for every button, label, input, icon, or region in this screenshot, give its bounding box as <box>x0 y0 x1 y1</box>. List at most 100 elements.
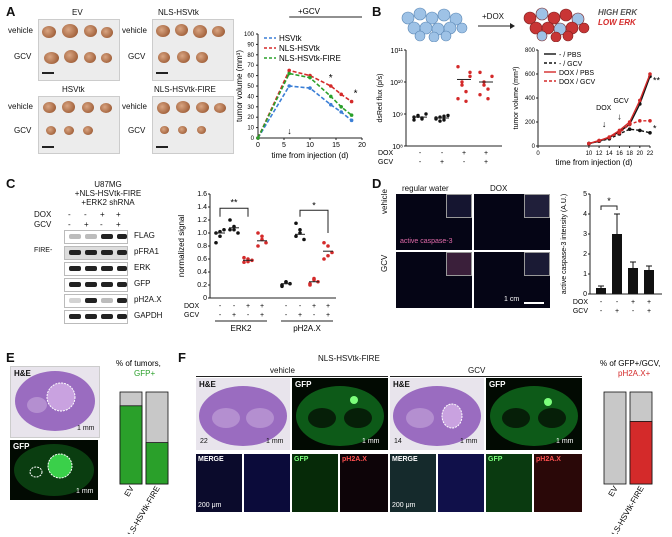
merge-micrograph: MERGE 200 μm <box>390 454 436 512</box>
data-point <box>329 84 333 88</box>
y-axis-label: tumor volume (mm³) <box>513 66 520 129</box>
blot-label: GFP <box>134 279 151 288</box>
gcv-marker: GCV <box>613 98 629 105</box>
y-tick-label: 40 <box>247 94 254 100</box>
data-point <box>468 70 472 75</box>
y-tick-label: 0 <box>583 291 587 298</box>
blot-label: pFRA1 <box>134 247 159 256</box>
gcv-sign: + <box>615 308 619 315</box>
ph2ax-label: pH2A.X <box>536 456 561 463</box>
gcv-sign: - <box>219 312 222 319</box>
data-point <box>460 83 464 87</box>
sign: + <box>84 220 89 229</box>
chart-d-bars: 0 1 2 3 4 5 active caspase-3 intensity (A.U.) -… <box>561 191 662 315</box>
sign: - <box>100 220 103 229</box>
data-point <box>587 141 591 146</box>
blot-label: GAPDH <box>134 311 163 320</box>
y-tick-label: 0.2 <box>197 282 207 289</box>
bar <box>145 442 169 485</box>
data-point <box>442 118 446 122</box>
scale-label: 1 mm <box>362 438 380 445</box>
y-tick-label: 0.6 <box>197 256 207 263</box>
y-tick-label: 0.8 <box>197 243 207 250</box>
gcv-sign: - <box>419 159 422 166</box>
data-point <box>627 127 632 131</box>
legend-entry: NLS-HSVtk <box>279 44 321 53</box>
he-section: H&E 1 mm <box>10 366 100 438</box>
y-tick-label: 20 <box>247 115 254 121</box>
data-point <box>486 87 490 91</box>
chart-title: % of GFP+/GCV, <box>600 359 660 368</box>
erk-cell-cluster-icon <box>523 7 590 42</box>
data-point <box>490 74 494 79</box>
arrow-icon: ↓ <box>617 112 622 122</box>
y-tick-label: 400 <box>525 96 536 102</box>
data-point <box>464 89 468 94</box>
gfp-section: GFP 1 mm <box>292 378 388 450</box>
data-point <box>648 131 652 135</box>
section-number: 22 <box>200 438 208 445</box>
panel-f-label: F <box>178 350 186 365</box>
bar-remainder <box>603 391 627 485</box>
scale-label: 1 mm <box>77 425 95 432</box>
x-tick-label: 14 <box>606 151 613 157</box>
data-point <box>648 72 652 76</box>
panel-f-title: NLS-HSVtk-FIRE <box>318 354 380 363</box>
data-point <box>464 99 468 103</box>
y-tick-label: 800 <box>525 48 536 54</box>
data-point <box>308 86 312 90</box>
x-tick-label: 18 <box>626 151 633 157</box>
stain-label: active caspase-3 <box>400 238 453 245</box>
data-point <box>242 255 246 260</box>
y-tick-label: 0.4 <box>197 269 207 276</box>
data-point <box>424 112 428 116</box>
micrograph <box>396 252 472 308</box>
dox-row-label: DOX <box>34 210 52 219</box>
sign: - <box>68 220 71 229</box>
merge-label: MERGE <box>198 456 224 463</box>
data-point <box>326 244 330 248</box>
dox-sign: - <box>299 303 302 310</box>
gfp-micrograph: GFP <box>292 454 338 512</box>
data-point <box>308 281 312 286</box>
data-point <box>648 119 652 123</box>
data-point <box>280 284 284 289</box>
y-tick-label: 10⁹ <box>392 112 403 119</box>
group-label: pH2A.X <box>293 324 321 333</box>
data-point <box>486 97 490 101</box>
y-axis-label: normalized signal <box>177 215 186 277</box>
blot-header-line: +NLS-HSVtk-FIRE <box>74 189 142 198</box>
gcv-sign: + <box>484 159 488 166</box>
chart-c-quant: 0 0.2 0.4 0.6 0.8 1.0 1.2 1.4 1.6 normalized sign… <box>177 191 336 333</box>
row-label: DOX <box>573 299 589 306</box>
dox-sign: + <box>246 303 250 310</box>
gcv-sign: - <box>632 308 635 315</box>
significance-marker: * <box>653 124 657 134</box>
dox-sign: + <box>260 303 264 310</box>
data-point <box>256 231 260 235</box>
x-tick-label: 15 <box>332 142 340 149</box>
data-point <box>287 71 291 76</box>
blot-label: ERK <box>134 263 151 272</box>
data-point <box>287 68 291 73</box>
legend-entry: HSVtk <box>279 34 303 43</box>
dox-sign: + <box>484 150 488 157</box>
y-tick-label: 3 <box>583 231 587 238</box>
data-point <box>638 128 642 133</box>
gcv-sign: + <box>260 312 264 319</box>
gfp-section: GFP 1 mm <box>486 378 582 450</box>
scale-label: 200 μm <box>198 502 222 509</box>
dox-sign: - <box>219 303 222 310</box>
y-tick-label: 50 <box>247 84 254 90</box>
section-number: 14 <box>394 438 402 445</box>
row-label: DOX <box>378 150 394 157</box>
dapi-micrograph <box>438 454 484 512</box>
data-point <box>322 257 326 261</box>
sign: + <box>100 210 105 219</box>
row-label: vehicle <box>122 102 147 111</box>
data-point <box>228 227 232 232</box>
series-line <box>257 85 353 139</box>
bar <box>628 268 638 294</box>
data-point <box>242 260 246 265</box>
gfp-micrograph: GFP <box>486 454 532 512</box>
